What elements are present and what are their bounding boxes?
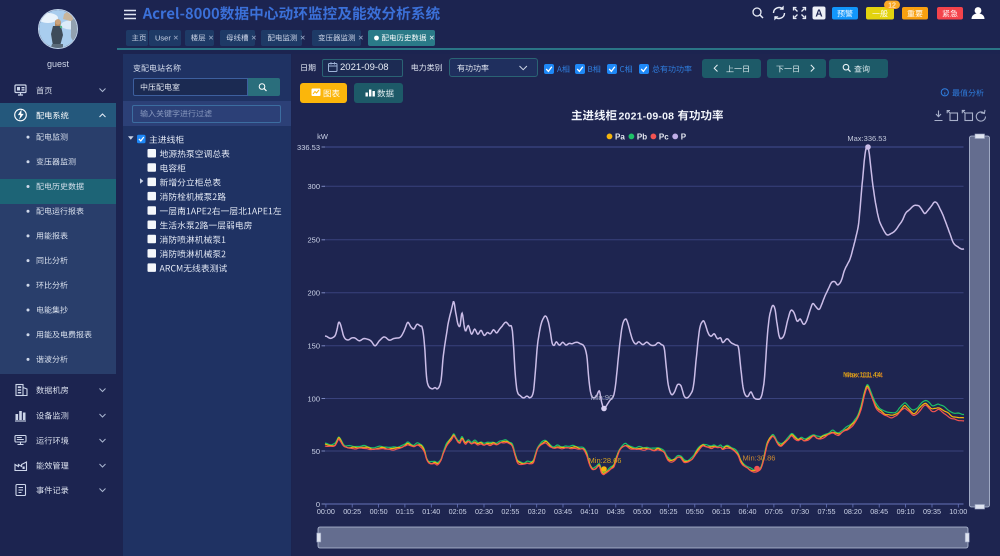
svg-text:200: 200 (307, 289, 320, 298)
svg-text:00:50: 00:50 (370, 507, 388, 516)
svg-text:50: 50 (312, 447, 320, 456)
svg-text:300: 300 (307, 182, 320, 191)
svg-text:250: 250 (307, 236, 320, 245)
svg-text:04:10: 04:10 (580, 507, 598, 516)
svg-text:05:25: 05:25 (660, 507, 678, 516)
svg-text:Min:30.86: Min:30.86 (743, 454, 776, 463)
svg-text:100: 100 (307, 394, 320, 403)
svg-text:P: P (681, 132, 687, 141)
svg-text:Pc: Pc (659, 132, 669, 141)
svg-text:Min:90: Min:90 (591, 393, 614, 402)
svg-text:A: A (815, 9, 822, 20)
svg-text:08:45: 08:45 (870, 507, 888, 516)
svg-text:336.53: 336.53 (297, 143, 320, 152)
svg-text:00:00: 00:00 (317, 507, 335, 516)
svg-text:Min:28.66: Min:28.66 (589, 456, 622, 465)
svg-text:05:50: 05:50 (686, 507, 704, 516)
svg-text:10:00: 10:00 (949, 507, 967, 516)
svg-text:07:55: 07:55 (818, 507, 836, 516)
svg-text:05:00: 05:00 (633, 507, 651, 516)
svg-text:04:35: 04:35 (607, 507, 625, 516)
svg-text:Pa: Pa (615, 132, 625, 141)
svg-text:User: User (155, 34, 171, 43)
svg-text:00:25: 00:25 (343, 507, 361, 516)
svg-text:12: 12 (888, 3, 896, 10)
svg-text:06:15: 06:15 (712, 507, 730, 516)
svg-text:150: 150 (307, 342, 320, 351)
svg-text:07:30: 07:30 (791, 507, 809, 516)
svg-text:Max:336.53: Max:336.53 (847, 134, 886, 143)
svg-text:03:20: 03:20 (528, 507, 546, 516)
svg-text:2021-09-08: 2021-09-08 (619, 111, 675, 123)
svg-text:08:20: 08:20 (844, 507, 862, 516)
svg-text:03:45: 03:45 (554, 507, 572, 516)
svg-text:06:40: 06:40 (739, 507, 757, 516)
svg-text:0: 0 (316, 500, 320, 509)
svg-text:09:35: 09:35 (923, 507, 941, 516)
svg-text:kW: kW (317, 132, 329, 141)
svg-text:Max:111.04: Max:111.04 (845, 371, 883, 380)
svg-text:Pb: Pb (637, 132, 647, 141)
svg-text:02:05: 02:05 (449, 507, 467, 516)
svg-text:02:30: 02:30 (475, 507, 493, 516)
svg-text:01:40: 01:40 (422, 507, 440, 516)
svg-text:01:15: 01:15 (396, 507, 414, 516)
svg-text:07:05: 07:05 (765, 507, 783, 516)
svg-text:02:55: 02:55 (501, 507, 519, 516)
svg-text:09:10: 09:10 (897, 507, 915, 516)
svg-text:Max:111.44: Max:111.44 (843, 370, 881, 379)
